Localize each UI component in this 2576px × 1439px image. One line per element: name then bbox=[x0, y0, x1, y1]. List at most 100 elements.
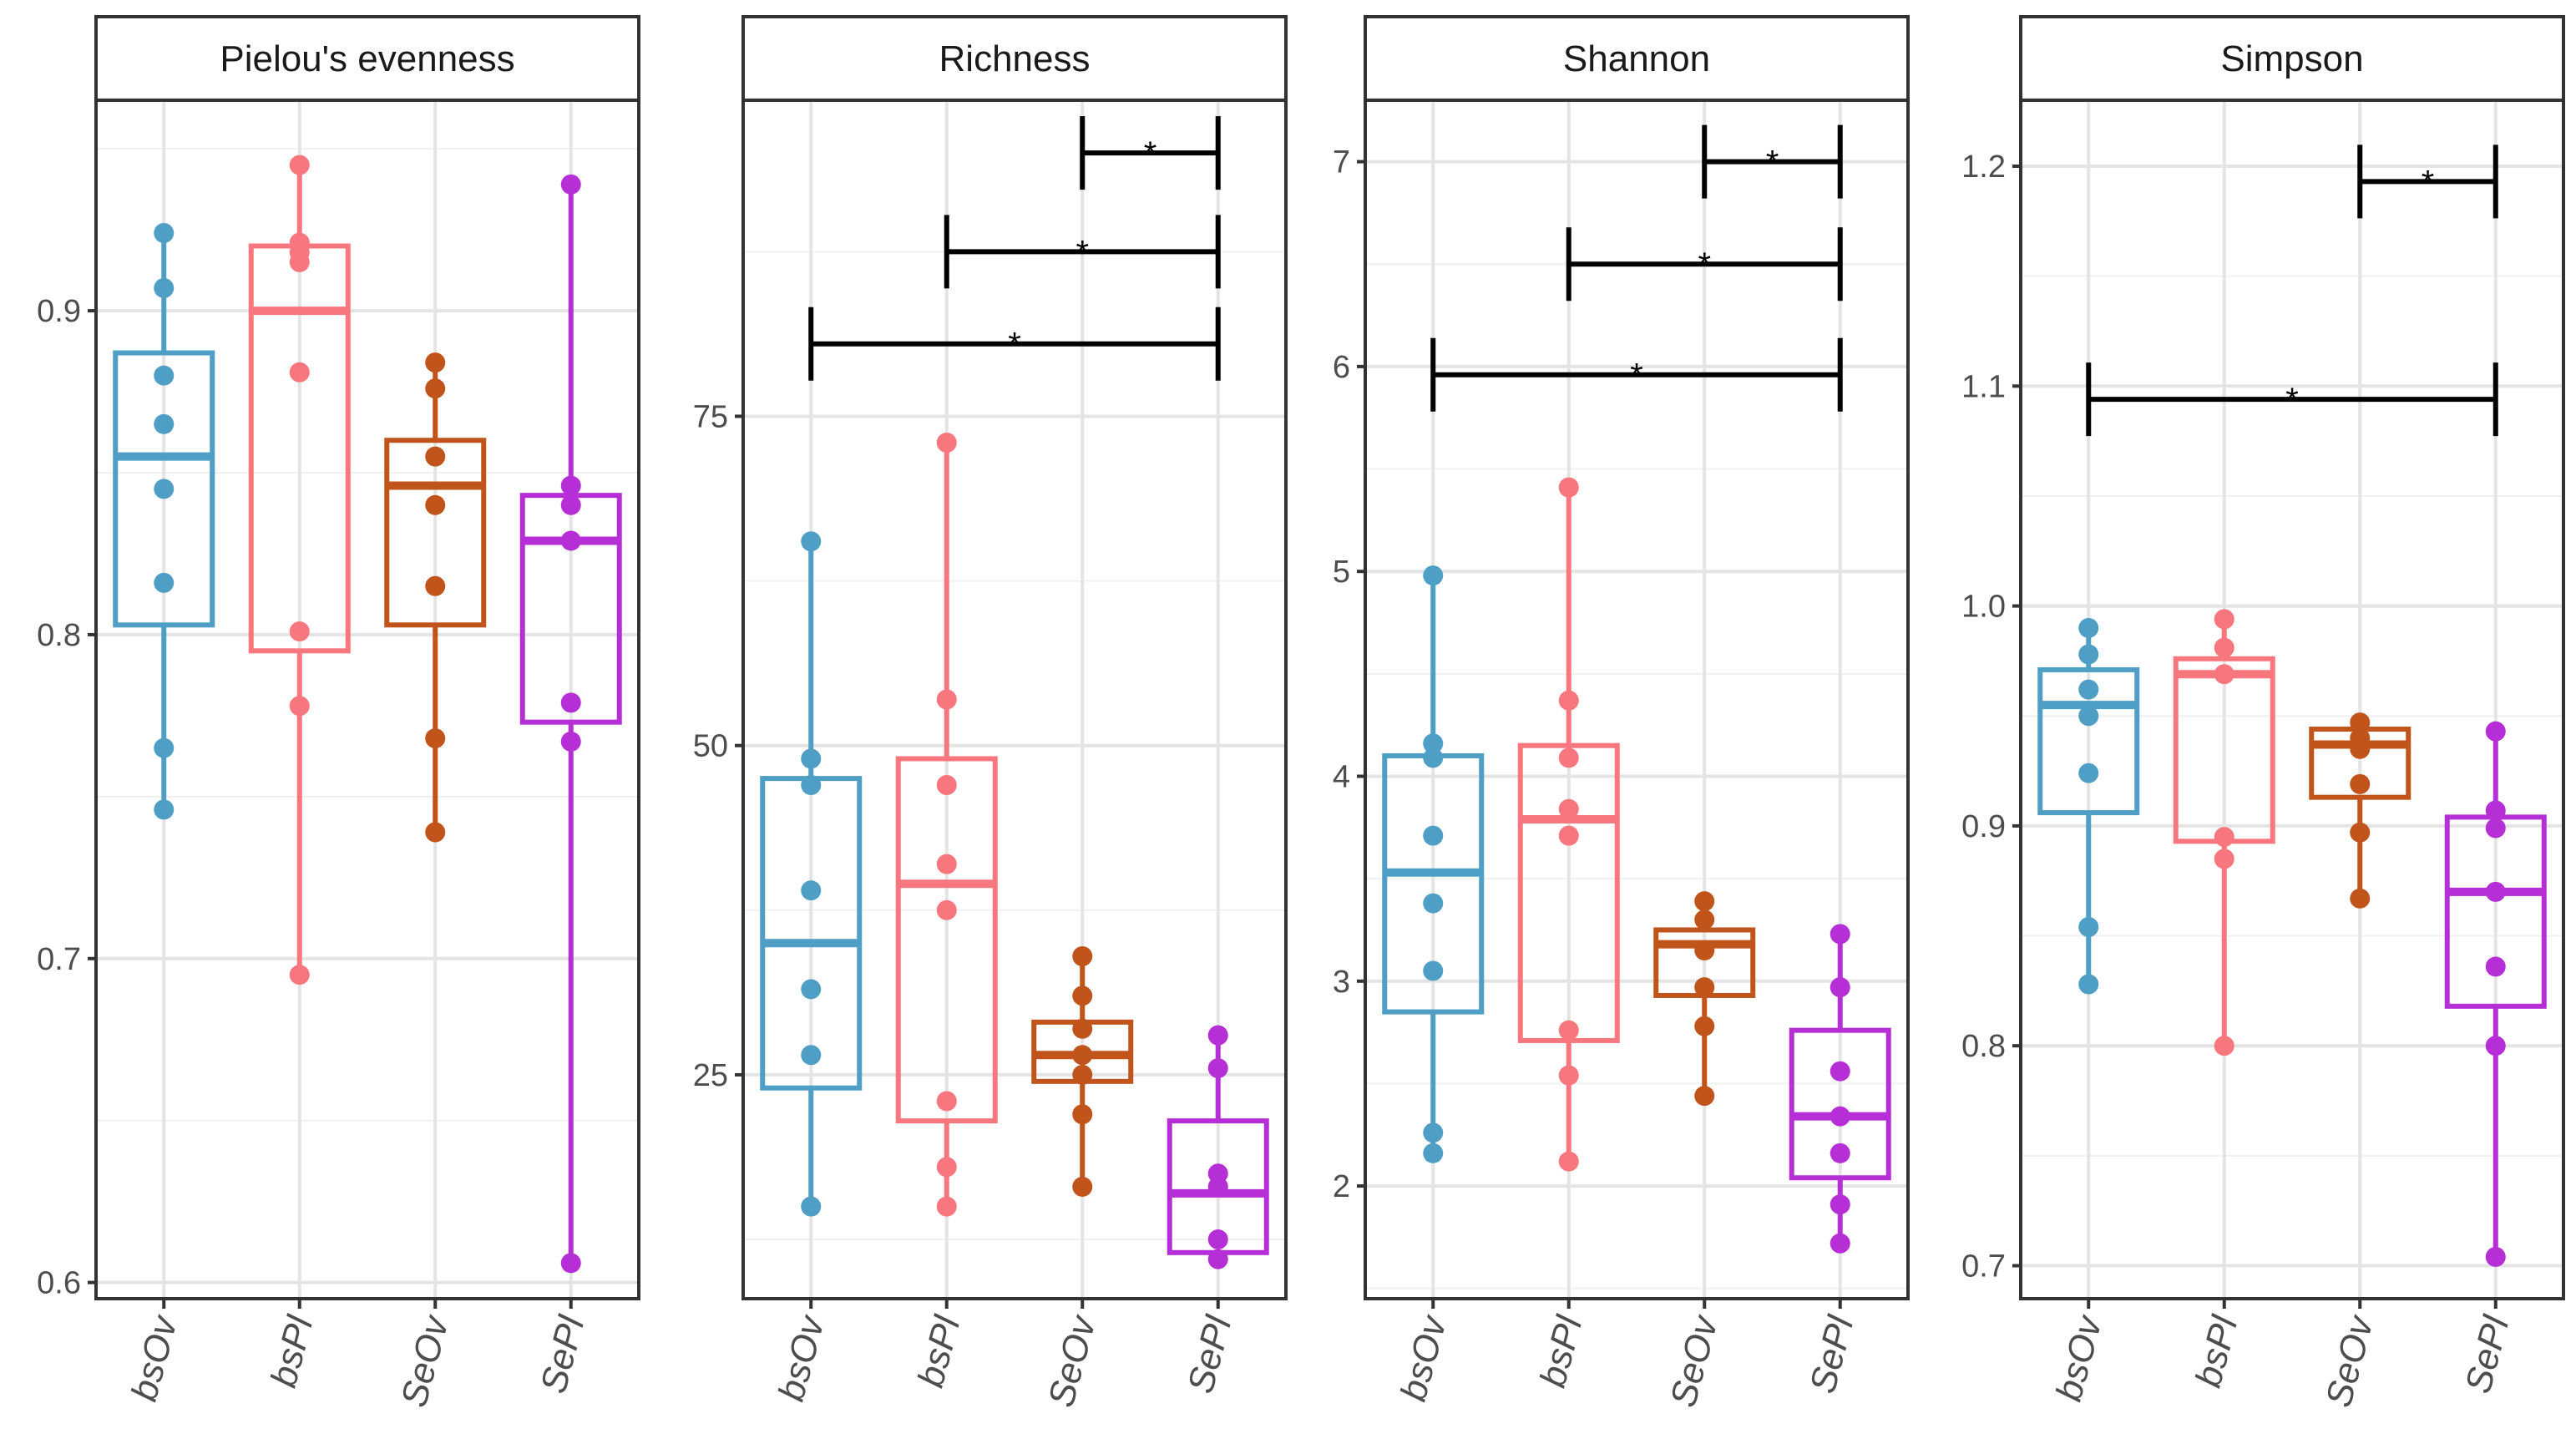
data-point-SePl bbox=[2485, 800, 2506, 821]
x-tick-label: bsOv bbox=[1393, 1310, 1455, 1406]
data-point-bsOv bbox=[801, 531, 822, 552]
data-point-bsPl bbox=[289, 362, 310, 383]
y-tick-label: 0.7 bbox=[1961, 1249, 2006, 1284]
data-point-SePl bbox=[2485, 1036, 2506, 1056]
data-point-bsOv bbox=[154, 223, 175, 244]
significance-bracket: * bbox=[1430, 337, 1843, 412]
data-point-bsPl bbox=[936, 689, 957, 710]
data-point-SePl bbox=[1830, 1061, 1850, 1082]
data-point-SePl bbox=[560, 1253, 581, 1274]
y-tick-label: 0.8 bbox=[1961, 1029, 2006, 1064]
data-point-SePl bbox=[1207, 1229, 1228, 1250]
data-point-SeOv bbox=[1072, 1064, 1093, 1085]
y-tick-label: 3 bbox=[1333, 965, 1350, 1000]
x-tick-label: bsOv bbox=[124, 1310, 186, 1406]
y-tick-label: 4 bbox=[1333, 759, 1350, 794]
data-point-bsPl bbox=[1558, 1020, 1579, 1041]
data-point-SeOv bbox=[1694, 1016, 1715, 1036]
box-body bbox=[895, 756, 998, 1124]
significance-label: * bbox=[1075, 234, 1089, 271]
data-point-bsOv bbox=[154, 413, 175, 434]
significance-bracket: * bbox=[2086, 362, 2498, 437]
significance-label: * bbox=[1144, 135, 1157, 172]
data-point-SePl bbox=[560, 174, 581, 195]
data-point-SePl bbox=[560, 475, 581, 496]
x-tick-label: SePl bbox=[2457, 1311, 2518, 1398]
panel-background bbox=[2021, 100, 2563, 1299]
y-tick-label: 7 bbox=[1333, 145, 1350, 180]
panel-4: * * Simpson 0.7 0.8 0.9 1.0 1.1 1.2 bsOv bsPl SeOv S… bbox=[1961, 15, 2565, 1411]
data-point-bsPl bbox=[2214, 637, 2234, 658]
data-point-SePl bbox=[1830, 1233, 1850, 1254]
data-point-bsPl bbox=[2214, 664, 2234, 685]
y-tick-label: 25 bbox=[693, 1058, 728, 1093]
data-point-SeOv bbox=[425, 494, 446, 515]
data-point-SeOv bbox=[2350, 712, 2371, 733]
data-point-SePl bbox=[2485, 956, 2506, 977]
data-point-bsOv bbox=[1423, 1122, 1444, 1143]
y-tick-label: 0.7 bbox=[37, 942, 81, 977]
y-tick-label: 1.1 bbox=[1961, 369, 2006, 404]
x-tick-label: SeOv bbox=[1663, 1310, 1727, 1411]
x-tick-label: bsPl bbox=[2188, 1311, 2246, 1392]
panel-title: Richness bbox=[939, 38, 1091, 79]
y-tick-label: 75 bbox=[693, 399, 728, 434]
data-point-SePl bbox=[1830, 977, 1850, 998]
data-point-bsPl bbox=[936, 1196, 957, 1217]
data-point-SePl bbox=[1207, 1025, 1228, 1046]
box-SeOv bbox=[384, 362, 487, 833]
data-point-bsOv bbox=[801, 1045, 822, 1066]
data-point-SePl bbox=[560, 494, 581, 515]
data-point-SePl bbox=[560, 692, 581, 713]
y-tick-label: 0.8 bbox=[37, 618, 81, 653]
y-tick-label: 0.6 bbox=[37, 1266, 81, 1301]
significance-label: * bbox=[1698, 246, 1711, 283]
data-point-SeOv bbox=[1694, 1086, 1715, 1107]
data-point-SeOv bbox=[425, 352, 446, 373]
data-point-SeOv bbox=[1072, 946, 1093, 966]
significance-label: * bbox=[1766, 144, 1779, 181]
data-point-bsOv bbox=[154, 572, 175, 593]
data-point-bsOv bbox=[1423, 747, 1444, 768]
data-point-bsOv bbox=[1423, 960, 1444, 981]
data-point-bsPl bbox=[289, 251, 310, 272]
significance-bracket: * bbox=[944, 215, 1221, 289]
box-body bbox=[2037, 666, 2140, 816]
y-tick-label: 1.2 bbox=[1961, 149, 2006, 185]
data-point-bsPl bbox=[2214, 1036, 2234, 1056]
data-point-bsOv bbox=[2078, 617, 2099, 638]
data-point-SePl bbox=[2485, 1246, 2506, 1267]
data-point-bsPl bbox=[1558, 1065, 1579, 1086]
strip-background bbox=[2019, 15, 2565, 102]
data-point-bsOv bbox=[154, 479, 175, 499]
data-point-bsPl bbox=[1558, 798, 1579, 819]
y-tick-label: 50 bbox=[693, 729, 728, 764]
data-point-SeOv bbox=[425, 822, 446, 843]
panel-background bbox=[1365, 100, 1908, 1299]
data-point-SeOv bbox=[1694, 977, 1715, 998]
data-point-SePl bbox=[1207, 1176, 1228, 1197]
significance-bracket: * bbox=[1080, 116, 1221, 190]
x-tick-label: bsPl bbox=[910, 1311, 969, 1392]
significance-bracket: * bbox=[808, 307, 1221, 381]
data-point-bsOv bbox=[1423, 733, 1444, 754]
data-point-bsPl bbox=[936, 899, 957, 920]
panel-title: Simpson bbox=[2220, 38, 2363, 79]
data-point-bsPl bbox=[1558, 825, 1579, 846]
data-point-bsPl bbox=[2214, 609, 2234, 630]
data-point-SePl bbox=[1830, 924, 1850, 945]
data-point-SeOv bbox=[1072, 1045, 1093, 1066]
box-body bbox=[113, 350, 215, 628]
data-point-bsOv bbox=[1423, 565, 1444, 586]
data-point-SeOv bbox=[1072, 1176, 1093, 1197]
data-point-SePl bbox=[1207, 1249, 1228, 1269]
y-tick-label: 2 bbox=[1333, 1169, 1350, 1204]
data-point-bsPl bbox=[289, 155, 310, 175]
x-tick-label: SeOv bbox=[393, 1310, 458, 1411]
data-point-SeOv bbox=[425, 728, 446, 749]
panel-title: Shannon bbox=[1563, 38, 1710, 79]
data-point-SePl bbox=[2485, 818, 2506, 839]
data-point-bsOv bbox=[2078, 644, 2099, 665]
data-point-bsPl bbox=[936, 1157, 957, 1178]
